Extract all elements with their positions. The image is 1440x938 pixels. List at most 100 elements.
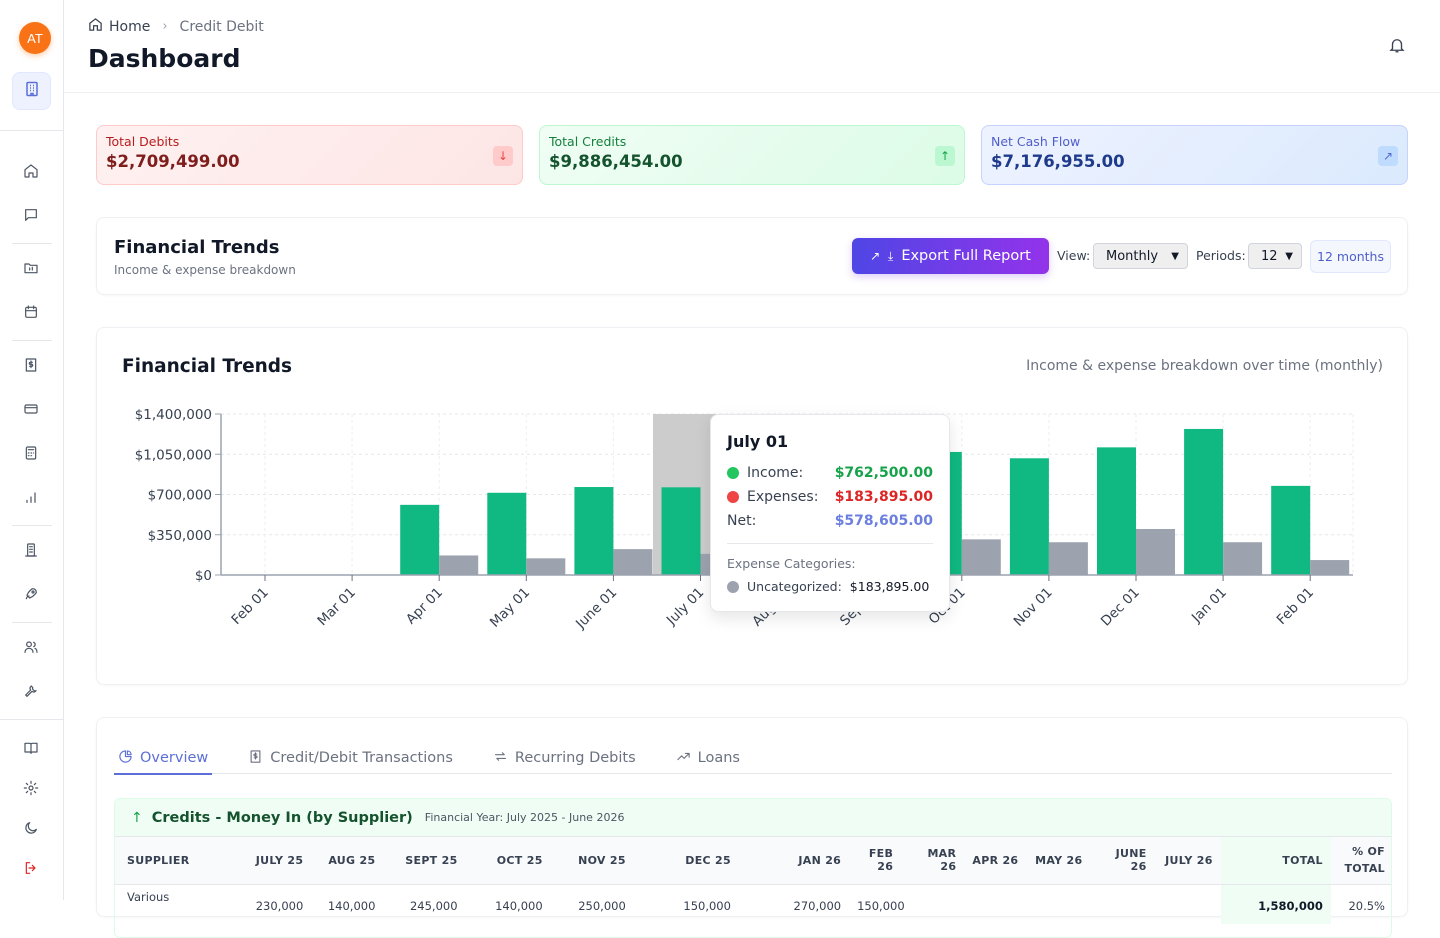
- section-title: Financial Trends: [114, 237, 280, 258]
- expense-bar: [1048, 542, 1088, 575]
- x-tick-label: Nov 01: [1011, 585, 1056, 630]
- organization-button[interactable]: [12, 72, 51, 110]
- chart-tooltip: July 01 Income: $762,500.00 Expenses: $1…: [710, 414, 950, 612]
- nav-messages[interactable]: [21, 207, 41, 227]
- value-cell: [1026, 884, 1090, 924]
- tab-overview[interactable]: Overview: [114, 742, 213, 775]
- column-header[interactable]: JULY 25: [235, 837, 312, 885]
- calendar-icon: [23, 304, 39, 324]
- nav-users[interactable]: [21, 639, 41, 659]
- supplier-cell: Various: [127, 889, 170, 904]
- x-tick-label: May 01: [487, 585, 533, 631]
- nav-companies[interactable]: [21, 542, 41, 562]
- periods-select-value: 12: [1261, 248, 1278, 264]
- tab-loans[interactable]: Loans: [672, 742, 744, 774]
- tooltip-title: July 01: [727, 432, 789, 451]
- column-header[interactable]: DEC 25: [633, 837, 739, 885]
- arrow-up-icon: ↑: [935, 146, 955, 166]
- column-header[interactable]: SEPT 25: [383, 837, 466, 885]
- column-header[interactable]: AUG 25: [311, 837, 384, 885]
- x-tick-label: Dec 01: [1098, 585, 1143, 630]
- column-header[interactable]: JULY 26: [1154, 837, 1221, 885]
- nav-reports[interactable]: [21, 489, 41, 509]
- nav-calendar[interactable]: [21, 304, 41, 324]
- credits-table: SUPPLIER JULY 25 AUG 25 SEPT 25 OCT 25 NOV 25…: [115, 837, 1391, 924]
- nav-calculator[interactable]: [21, 445, 41, 465]
- trending-up-icon: [676, 749, 691, 768]
- settings-icon: [23, 780, 39, 800]
- x-tick-label: Apr 01: [403, 585, 446, 628]
- column-header[interactable]: TOTAL: [1220, 837, 1331, 885]
- user-avatar[interactable]: AT: [19, 22, 51, 54]
- tooltip-category-value: $183,895.00: [849, 579, 930, 594]
- income-bar: [1184, 428, 1224, 575]
- column-header[interactable]: MAR 26: [901, 837, 965, 885]
- trending-download-icon: ↗ ⤓: [870, 248, 896, 263]
- financial-trends-controls: Financial Trends Income & expense breakd…: [96, 217, 1408, 295]
- y-tick-label: $700,000: [148, 488, 212, 504]
- chart-title: Financial Trends: [122, 356, 293, 377]
- income-bar: [574, 487, 614, 575]
- column-header[interactable]: FEB 26: [849, 837, 902, 885]
- tooltip-income-value: $762,500.00: [834, 465, 933, 481]
- table-row[interactable]: Various 230,000 140,000 245,000 140,000 250,0…: [115, 884, 1391, 924]
- tab-credit-debit-transactions[interactable]: Credit/Debit Transactions: [244, 742, 457, 774]
- home-icon: [23, 163, 39, 183]
- total-credits-value: $9,886,454.00: [549, 152, 683, 171]
- tooltip-category-name: Uncategorized:: [747, 579, 842, 594]
- page-header: Home › Credit Debit Dashboard: [64, 0, 1440, 93]
- nav-launch[interactable]: [21, 586, 41, 606]
- nav-home[interactable]: [21, 163, 41, 183]
- logout-button[interactable]: [21, 860, 41, 880]
- income-dot-icon: [727, 467, 739, 479]
- value-cell: 270,000: [793, 898, 842, 913]
- income-bar: [661, 487, 701, 575]
- pie-chart-icon: [118, 749, 133, 768]
- nav-tools[interactable]: [21, 683, 41, 703]
- rocket-icon: [23, 586, 39, 606]
- breadcrumb-home-link[interactable]: Home: [109, 18, 151, 35]
- table-header-row: SUPPLIER JULY 25 AUG 25 SEPT 25 OCT 25 NOV 25…: [115, 837, 1391, 885]
- column-header[interactable]: MAY 26: [1026, 837, 1091, 885]
- x-tick-label: Mar 01: [314, 585, 359, 630]
- section-subtitle: Income & expense breakdown: [114, 263, 296, 277]
- trending-up-icon: ↗: [1378, 146, 1398, 166]
- export-full-report-button[interactable]: ↗ ⤓ Export Full Report: [852, 238, 1049, 274]
- nav-invoices[interactable]: [21, 357, 41, 377]
- credits-section: ↑ Credits - Money In (by Supplier) Finan…: [114, 798, 1392, 938]
- column-header[interactable]: SUPPLIER: [115, 837, 236, 885]
- view-select[interactable]: Monthly ▼: [1093, 243, 1188, 269]
- notifications-button[interactable]: [1388, 36, 1408, 56]
- expense-bar: [961, 539, 1001, 575]
- column-header[interactable]: % OF TOTAL: [1330, 837, 1391, 885]
- credits-header: ↑ Credits - Money In (by Supplier) Finan…: [115, 799, 1391, 837]
- value-cell: [901, 884, 964, 924]
- income-bar: [1009, 458, 1049, 575]
- nav-projects[interactable]: [21, 260, 41, 280]
- column-header[interactable]: APR 26: [964, 837, 1027, 885]
- value-cell: 1,580,000: [1220, 884, 1331, 924]
- column-header[interactable]: OCT 25: [465, 837, 551, 885]
- book-icon: [23, 740, 39, 760]
- column-header[interactable]: NOV 25: [550, 837, 634, 885]
- nav-cards[interactable]: [21, 401, 41, 421]
- x-tick-label: Feb 01: [1274, 585, 1317, 628]
- bar-chart-icon: [23, 489, 39, 509]
- x-tick-label: Jan 01: [1188, 585, 1230, 627]
- tab-recurring-debits[interactable]: Recurring Debits: [489, 742, 640, 774]
- periods-select[interactable]: 12 ▼: [1248, 243, 1302, 269]
- office-building-icon: [23, 542, 39, 562]
- theme-toggle[interactable]: [21, 820, 41, 840]
- tooltip-divider: [727, 543, 933, 544]
- credit-card-icon: [23, 401, 39, 421]
- tab-bar: Overview Credit/Debit Transactions Recur…: [114, 742, 1392, 775]
- net-cash-flow-label: Net Cash Flow: [991, 134, 1081, 149]
- nav-docs[interactable]: [21, 740, 41, 760]
- column-header[interactable]: JAN 26: [738, 837, 850, 885]
- nav-settings[interactable]: [21, 780, 41, 800]
- x-tick-label: July 01: [663, 585, 707, 629]
- sidebar-divider: [12, 243, 52, 244]
- tooltip-expenses-row: Expenses: $183,895.00: [727, 485, 933, 509]
- column-header[interactable]: JUNE 26: [1090, 837, 1155, 885]
- value-cell: 250,000: [578, 898, 626, 913]
